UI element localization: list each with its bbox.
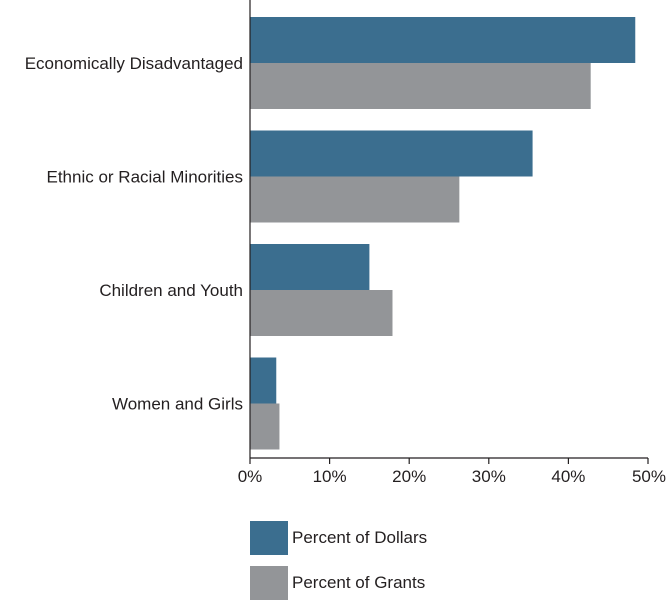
bar-ethnic-or-racial-minorities-percent-of-dollars (250, 130, 533, 177)
legend-label-dollars: Percent of Dollars (292, 528, 428, 547)
category-label-ethnic-or-racial-minorities: Ethnic or Racial Minorities (46, 168, 243, 187)
legend-swatch-grants (250, 566, 288, 600)
legend-item-dollars: Percent of Dollars (250, 521, 427, 555)
category-label-children-and-youth: Children and Youth (99, 281, 243, 300)
bar-chart: Economically Disadvantaged Ethnic or Raci… (25, 0, 666, 486)
category-labels: Economically Disadvantaged Ethnic or Raci… (25, 54, 243, 414)
bars-layer (250, 17, 636, 450)
x-tick-label-20-percent: 20% (392, 467, 426, 486)
bar-women-and-girls-percent-of-grants (250, 403, 280, 450)
x-tick-label-30-percent: 30% (472, 467, 506, 486)
category-label-women-and-girls: Women and Girls (112, 395, 243, 414)
x-tick-label-0-percent: 0% (238, 467, 263, 486)
x-tick-label-10-percent: 10% (313, 467, 347, 486)
category-label-economically-disadvantaged: Economically Disadvantaged (25, 54, 243, 73)
x-tick-label-50-percent: 50% (632, 467, 666, 486)
bar-ethnic-or-racial-minorities-percent-of-grants (250, 176, 460, 223)
x-axis-ticks: 0% 10% 20% 30% 40% 50% (238, 458, 666, 486)
x-tick-label-40-percent: 40% (551, 467, 585, 486)
legend-label-grants: Percent of Grants (292, 573, 426, 592)
bar-children-and-youth-percent-of-dollars (250, 244, 370, 290)
legend-item-grants: Percent of Grants (250, 566, 425, 600)
legend-swatch-dollars (250, 521, 288, 555)
bar-women-and-girls-percent-of-dollars (250, 357, 277, 404)
bar-economically-disadvantaged-percent-of-grants (250, 63, 591, 109)
bar-economically-disadvantaged-percent-of-dollars (250, 17, 636, 63)
bar-children-and-youth-percent-of-grants (250, 290, 393, 336)
